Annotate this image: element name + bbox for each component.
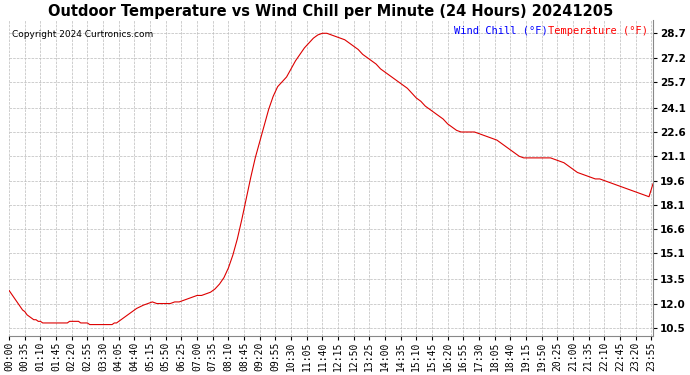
Legend: Wind Chill (°F), Temperature (°F): Wind Chill (°F), Temperature (°F) <box>450 21 652 40</box>
Title: Outdoor Temperature vs Wind Chill per Minute (24 Hours) 20241205: Outdoor Temperature vs Wind Chill per Mi… <box>48 4 613 19</box>
Text: Copyright 2024 Curtronics.com: Copyright 2024 Curtronics.com <box>12 30 154 39</box>
